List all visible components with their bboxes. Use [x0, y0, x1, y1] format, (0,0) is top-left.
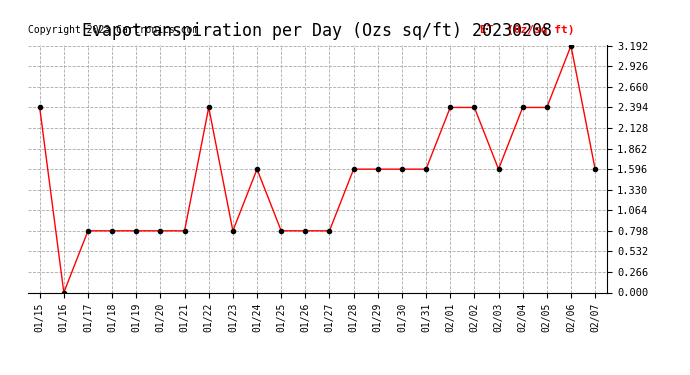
Text: Copyright 2023 Cartronics.com: Copyright 2023 Cartronics.com [28, 25, 198, 35]
Text: Evapotranspiration per Day (Ozs sq/ft) 20230208: Evapotranspiration per Day (Ozs sq/ft) 2… [82, 22, 553, 40]
Text: ET  (0z/sq ft): ET (0z/sq ft) [480, 25, 574, 35]
